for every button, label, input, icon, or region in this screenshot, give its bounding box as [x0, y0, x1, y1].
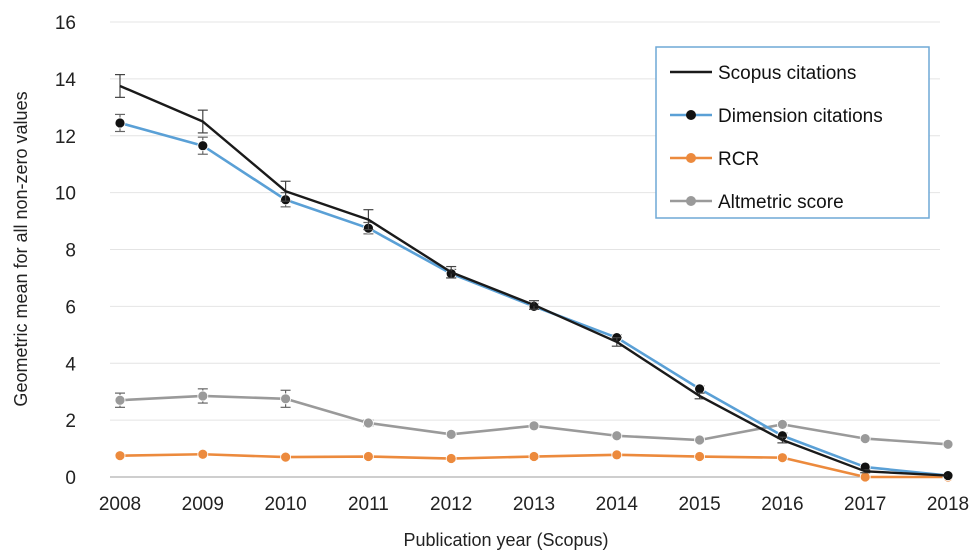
- data-point: [445, 428, 457, 440]
- data-point: [859, 471, 871, 483]
- data-point: [528, 451, 540, 462]
- legend-marker: [686, 110, 696, 120]
- y-tick-label: 14: [55, 70, 77, 91]
- series-layer: [114, 74, 954, 483]
- data-point: [114, 450, 126, 462]
- data-point: [777, 452, 788, 464]
- x-tick-label: 2010: [264, 494, 306, 515]
- data-point: [445, 453, 457, 464]
- legend-item: RCR: [670, 149, 759, 170]
- x-tick-label: 2017: [844, 494, 886, 515]
- data-point: [777, 418, 788, 430]
- legend-item: Dimension citations: [670, 106, 883, 127]
- series-line: [119, 84, 949, 477]
- y-tick-label: 10: [55, 184, 76, 205]
- data-point: [528, 420, 540, 432]
- legend-item: Scopus citations: [670, 63, 856, 84]
- legend-box: [655, 46, 930, 219]
- data-point: [280, 451, 292, 463]
- x-tick-label: 2018: [927, 494, 969, 515]
- x-tick-label: 2013: [513, 494, 555, 515]
- data-point: [114, 117, 126, 129]
- x-tick-label: 2016: [761, 494, 803, 515]
- data-point: [114, 394, 126, 406]
- data-point: [362, 417, 374, 429]
- y-tick-label: 12: [55, 127, 76, 148]
- x-tick-label: 2014: [596, 494, 639, 515]
- data-point: [280, 393, 292, 405]
- y-tick-label: 6: [65, 297, 76, 318]
- data-point: [859, 433, 871, 445]
- data-point: [197, 390, 209, 402]
- data-point: [942, 438, 954, 450]
- legend-label: RCR: [718, 149, 759, 170]
- data-point: [694, 451, 705, 462]
- x-tick-label: 2008: [99, 494, 141, 515]
- legend-label: Scopus citations: [718, 63, 856, 84]
- series-altmetric-score: [114, 388, 954, 450]
- y-tick-label: 16: [55, 13, 76, 34]
- legend-marker: [686, 196, 696, 206]
- data-point: [611, 449, 623, 461]
- legend-label: Altmetric score: [718, 192, 844, 213]
- x-tick-label: 2009: [182, 494, 224, 515]
- gridlines: [110, 21, 940, 421]
- legend-item: Altmetric score: [670, 192, 844, 213]
- x-tick-label: 2015: [678, 494, 720, 515]
- x-tick-labels: 2008 2009 2010 2011 2012 2013 2014 2015 2016 2017…: [99, 494, 969, 515]
- y-tick-labels: 0 2 4 6 8 10 12 14 16: [55, 13, 77, 489]
- y-tick-label: 0: [65, 468, 76, 489]
- y-axis-title: Geometric mean for all non-zero values: [11, 91, 31, 406]
- y-tick-label: 8: [65, 241, 76, 262]
- x-tick-label: 2011: [348, 494, 389, 515]
- x-tick-label: 2012: [430, 494, 472, 515]
- y-tick-label: 4: [65, 354, 76, 375]
- data-point: [362, 451, 374, 462]
- legend-label: Dimension citations: [718, 106, 883, 127]
- legend: Scopus citations Dimension citations RCR Al…: [655, 46, 930, 219]
- series-scopus-citations: [115, 74, 949, 477]
- y-tick-label: 2: [65, 411, 76, 432]
- data-point: [611, 430, 623, 442]
- series-rcr: [114, 448, 954, 483]
- legend-marker: [686, 153, 696, 163]
- data-point: [197, 448, 209, 460]
- data-point: [197, 140, 209, 152]
- data-point: [694, 434, 705, 446]
- x-axis-title: Publication year (Scopus): [403, 530, 608, 550]
